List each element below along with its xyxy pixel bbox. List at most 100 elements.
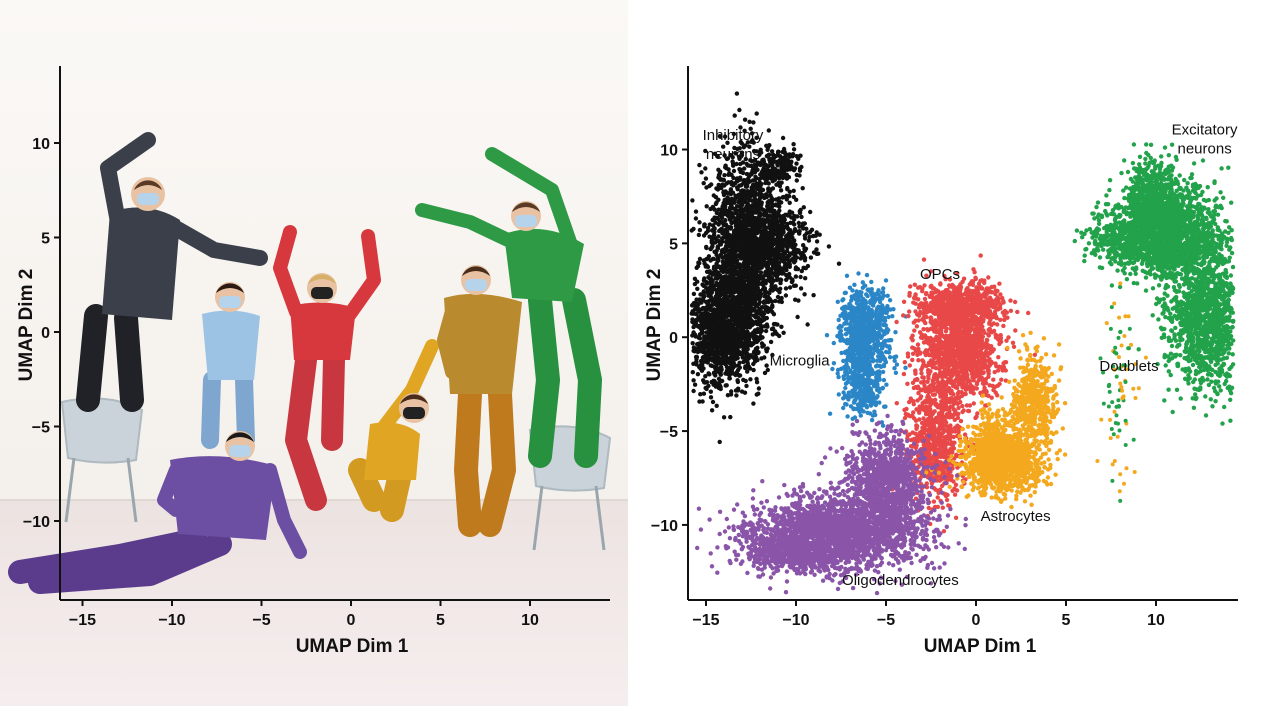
data-point bbox=[769, 247, 773, 251]
data-point bbox=[1202, 198, 1206, 202]
y-tick-label: 5 bbox=[669, 236, 678, 253]
data-point bbox=[774, 197, 778, 201]
data-point bbox=[746, 223, 750, 227]
y-tick-label: 10 bbox=[660, 143, 678, 160]
data-point bbox=[758, 300, 762, 304]
data-point bbox=[741, 321, 745, 325]
data-point bbox=[792, 189, 796, 193]
data-point bbox=[751, 244, 755, 248]
data-point bbox=[726, 318, 730, 322]
data-point bbox=[791, 142, 795, 146]
data-point bbox=[766, 214, 770, 218]
data-point bbox=[1213, 209, 1217, 213]
data-point bbox=[694, 297, 698, 301]
data-point bbox=[728, 376, 732, 380]
data-point bbox=[743, 311, 747, 315]
data-point bbox=[782, 170, 786, 174]
data-point bbox=[837, 262, 841, 266]
data-point bbox=[712, 207, 716, 211]
data-point bbox=[694, 357, 698, 361]
data-point bbox=[1134, 272, 1138, 276]
data-point bbox=[733, 194, 737, 198]
data-point bbox=[728, 415, 732, 419]
data-point bbox=[747, 356, 751, 360]
data-point bbox=[707, 372, 711, 376]
data-point bbox=[815, 239, 819, 243]
data-point bbox=[736, 247, 740, 251]
data-point bbox=[718, 351, 722, 355]
data-point bbox=[701, 356, 705, 360]
data-point bbox=[738, 234, 742, 238]
data-point bbox=[1180, 268, 1184, 272]
data-point bbox=[771, 265, 775, 269]
data-point bbox=[696, 350, 700, 354]
data-point bbox=[1175, 271, 1179, 275]
data-point bbox=[701, 350, 705, 354]
data-point bbox=[740, 272, 744, 276]
data-point bbox=[734, 289, 738, 293]
data-point bbox=[691, 341, 695, 345]
data-point bbox=[768, 268, 772, 272]
data-point bbox=[719, 328, 723, 332]
data-point bbox=[698, 228, 702, 232]
data-point bbox=[726, 180, 730, 184]
data-point bbox=[775, 288, 779, 292]
data-point bbox=[1200, 190, 1204, 194]
data-point bbox=[1163, 270, 1167, 274]
data-point bbox=[730, 358, 734, 362]
data-point bbox=[751, 120, 755, 124]
data-point bbox=[1197, 256, 1201, 260]
data-point bbox=[776, 262, 780, 266]
data-point bbox=[748, 325, 752, 329]
data-point bbox=[792, 195, 796, 199]
data-point bbox=[707, 254, 711, 258]
data-point bbox=[761, 243, 765, 247]
data-point bbox=[707, 270, 711, 274]
data-point bbox=[713, 297, 717, 301]
data-point bbox=[692, 301, 696, 305]
data-point bbox=[789, 160, 793, 164]
data-point bbox=[767, 276, 771, 280]
data-point bbox=[744, 344, 748, 348]
data-point bbox=[758, 211, 762, 215]
data-point bbox=[709, 182, 713, 186]
data-point bbox=[809, 255, 813, 259]
data-point bbox=[781, 244, 785, 248]
data-point bbox=[743, 293, 747, 297]
data-point bbox=[708, 258, 712, 262]
data-point bbox=[1185, 237, 1189, 241]
data-point bbox=[728, 274, 732, 278]
data-point bbox=[702, 337, 706, 341]
data-point bbox=[695, 280, 699, 284]
data-point bbox=[691, 370, 695, 374]
y-tick-label: −10 bbox=[651, 518, 678, 535]
data-point bbox=[716, 367, 720, 371]
data-point bbox=[811, 234, 815, 238]
data-point bbox=[1128, 272, 1132, 276]
data-point bbox=[768, 193, 772, 197]
data-point bbox=[786, 260, 790, 264]
data-point bbox=[733, 113, 737, 117]
data-point bbox=[783, 166, 787, 170]
photo-y-tick-label: −5 bbox=[32, 420, 50, 437]
data-point bbox=[700, 292, 704, 296]
data-point bbox=[762, 312, 766, 316]
data-point bbox=[750, 251, 754, 255]
data-point bbox=[722, 178, 726, 182]
data-point bbox=[770, 149, 774, 153]
data-point bbox=[691, 389, 695, 393]
data-point bbox=[730, 212, 734, 216]
data-point bbox=[794, 161, 798, 165]
floor bbox=[0, 500, 628, 706]
data-point bbox=[697, 233, 701, 237]
data-point bbox=[725, 351, 729, 355]
data-point bbox=[1229, 201, 1233, 205]
data-point bbox=[691, 349, 695, 353]
data-point bbox=[716, 274, 720, 278]
data-point bbox=[804, 247, 808, 251]
data-point bbox=[741, 378, 745, 382]
data-point bbox=[737, 307, 741, 311]
data-point bbox=[745, 216, 749, 220]
data-point bbox=[699, 300, 703, 304]
